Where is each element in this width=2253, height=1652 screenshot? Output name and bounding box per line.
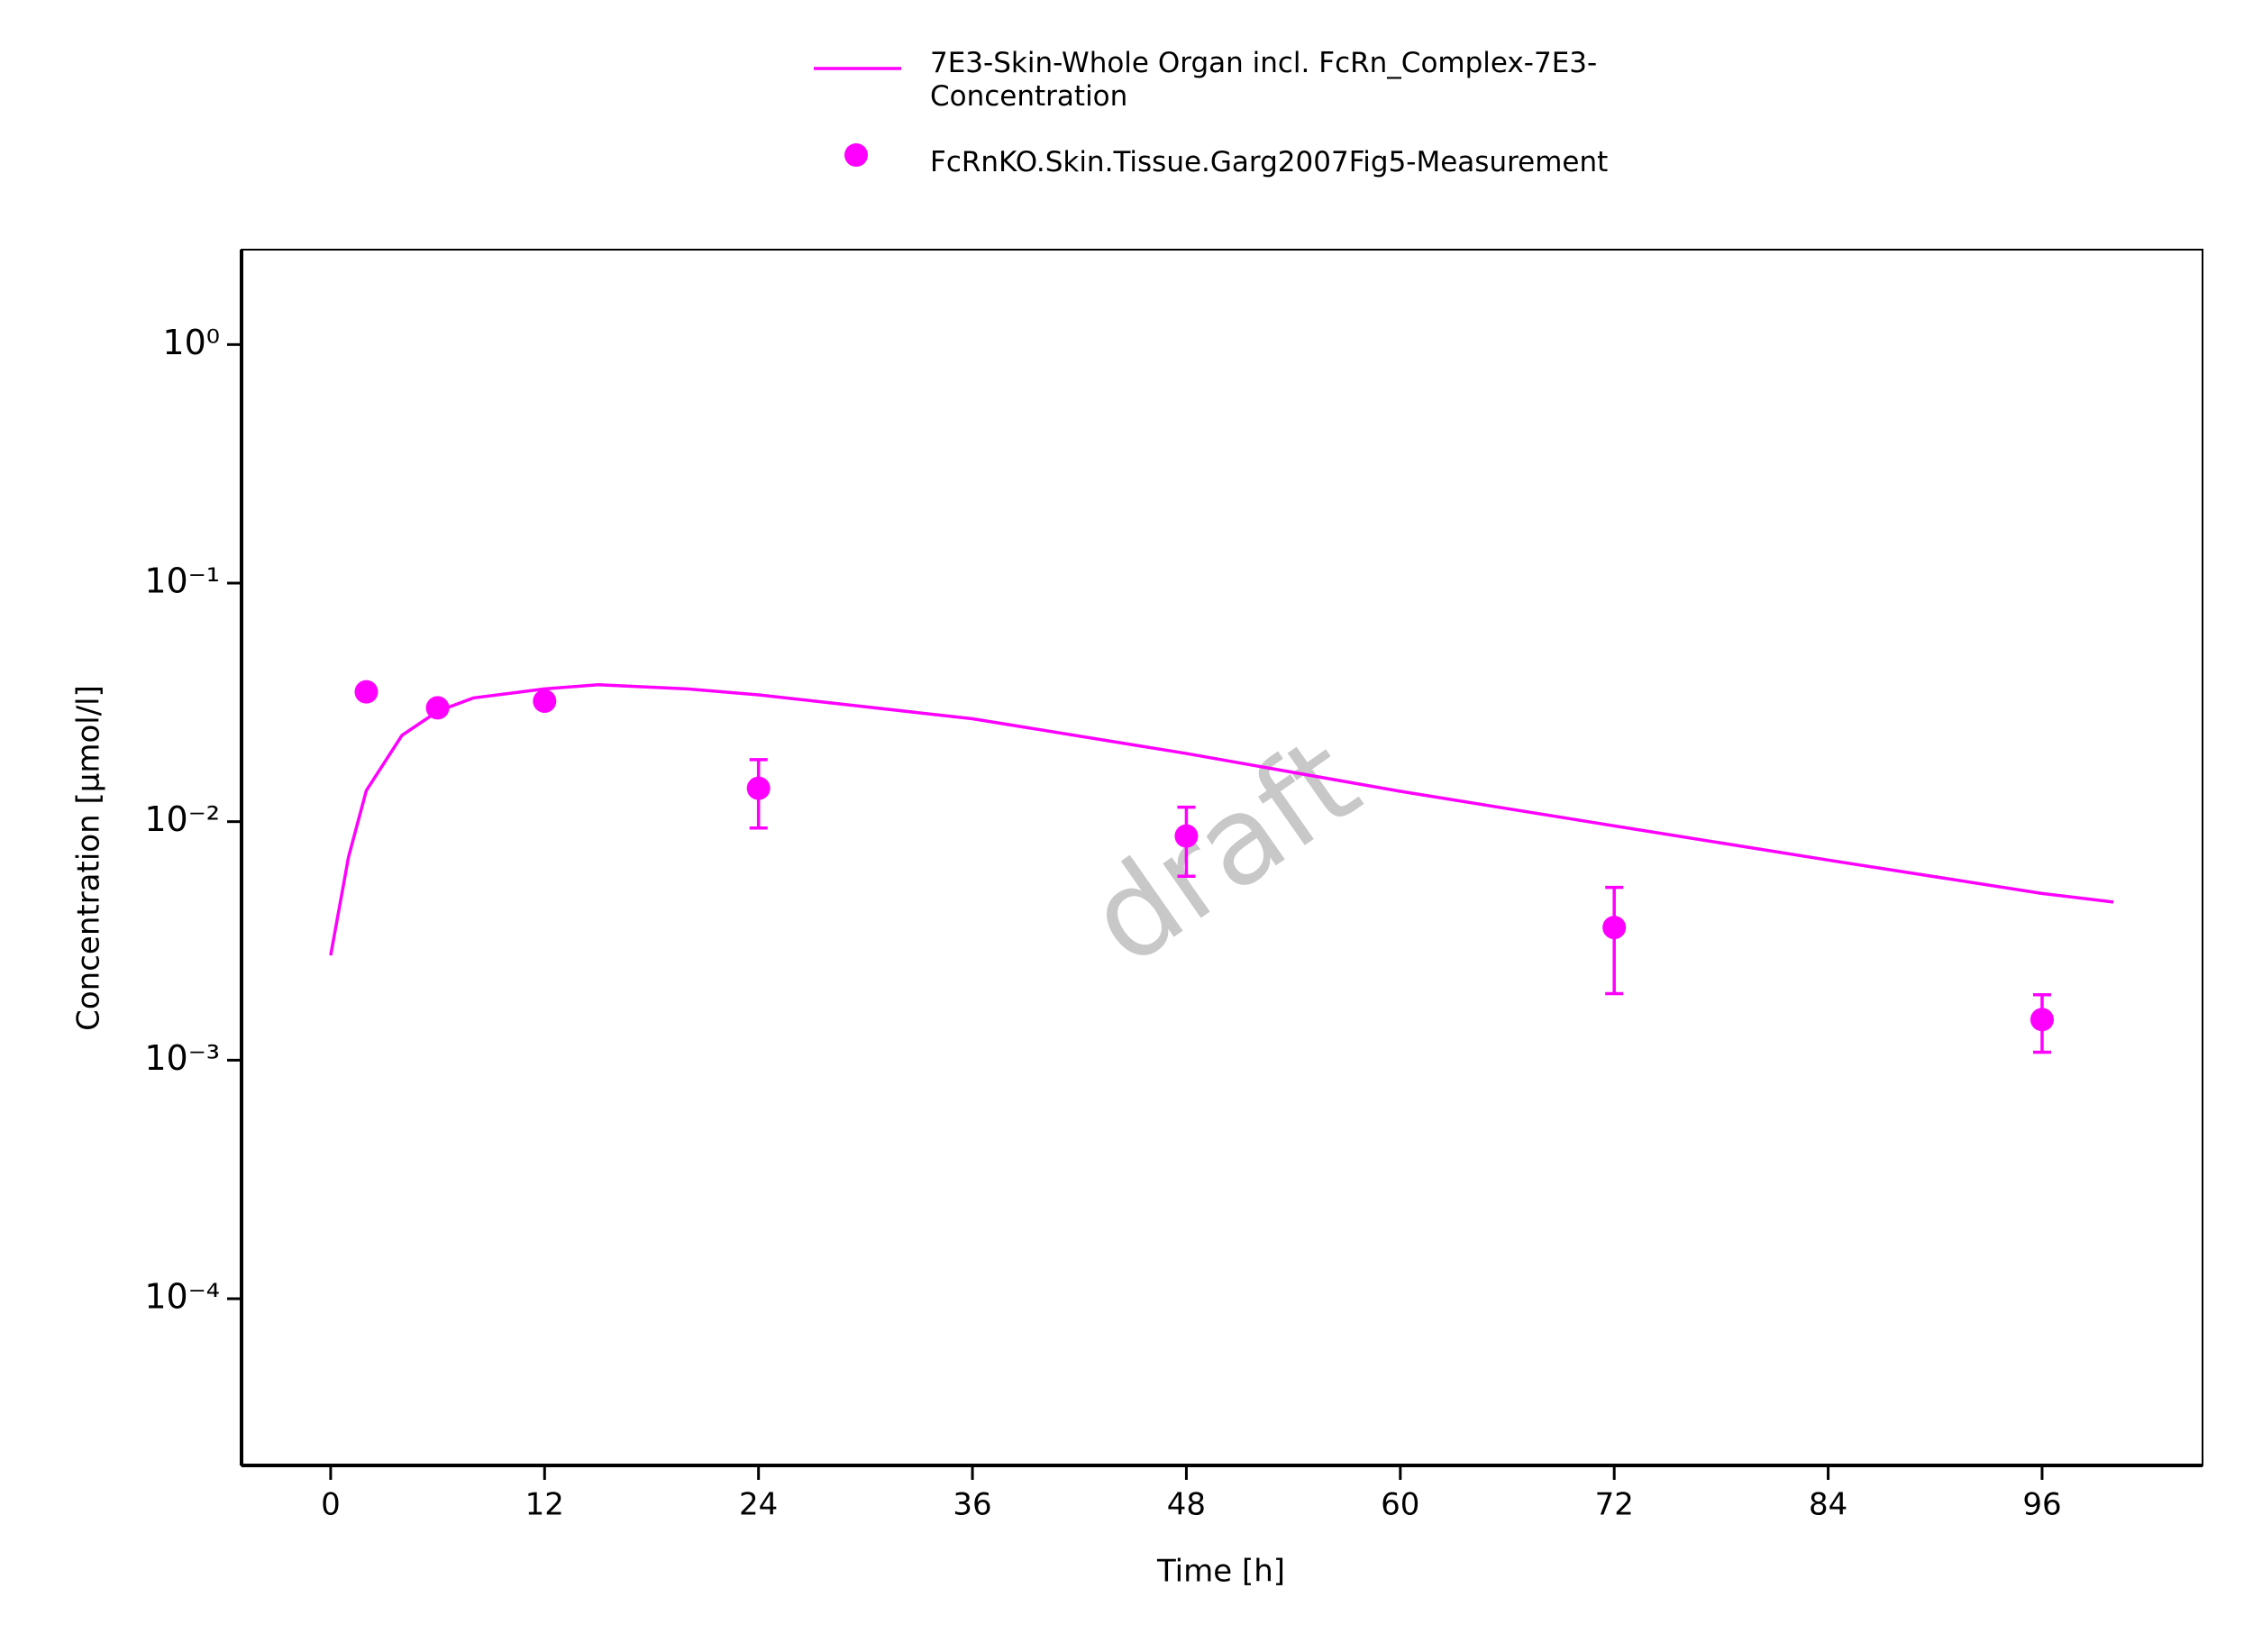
x-tick-label: 96: [2022, 1487, 2061, 1523]
data-point: [533, 689, 557, 713]
x-tick-label: 36: [953, 1487, 991, 1523]
y-axis-label: Concentration [µmol/l]: [71, 685, 107, 1031]
data-point: [2030, 1008, 2054, 1032]
x-tick-label: 72: [1595, 1487, 1634, 1523]
error-bar: [1605, 885, 1624, 996]
data-point: [425, 696, 450, 720]
y-tick-label: 10⁻³: [144, 1038, 220, 1078]
series-line: [329, 682, 2114, 956]
x-tick-label: 60: [1381, 1487, 1419, 1523]
y-tick-label: 10⁻²: [144, 799, 220, 839]
x-axis-label: Time [h]: [1156, 1554, 1285, 1590]
y-tick-label: 10⁻¹: [144, 561, 220, 600]
data-point: [746, 776, 771, 800]
data-point: [354, 680, 379, 704]
x-tick-label: 48: [1167, 1487, 1206, 1523]
legend-entry: 7E3-Skin-Whole Organ incl. FcRn_Complex-…: [930, 47, 1598, 113]
legend-label: 7E3-Skin-Whole Organ incl. FcRn_Complex-…: [930, 47, 1598, 113]
x-tick-label: 84: [1809, 1487, 1847, 1523]
legend-marker: [844, 143, 868, 167]
data-point: [1602, 916, 1627, 940]
legend-entry: FcRnKO.Skin.Tissue.Garg2007Fig5-Measurem…: [930, 146, 1609, 178]
x-tick-label: 0: [321, 1487, 341, 1523]
plot-area: [329, 680, 2114, 1054]
x-tick-label: 24: [739, 1487, 778, 1523]
y-tick-label: 10⁻⁴: [144, 1277, 220, 1317]
y-tick-label: 10⁰: [162, 323, 220, 362]
data-point: [1174, 824, 1199, 848]
legend-label: FcRnKO.Skin.Tissue.Garg2007Fig5-Measurem…: [930, 146, 1609, 178]
x-tick-label: 12: [525, 1487, 564, 1523]
